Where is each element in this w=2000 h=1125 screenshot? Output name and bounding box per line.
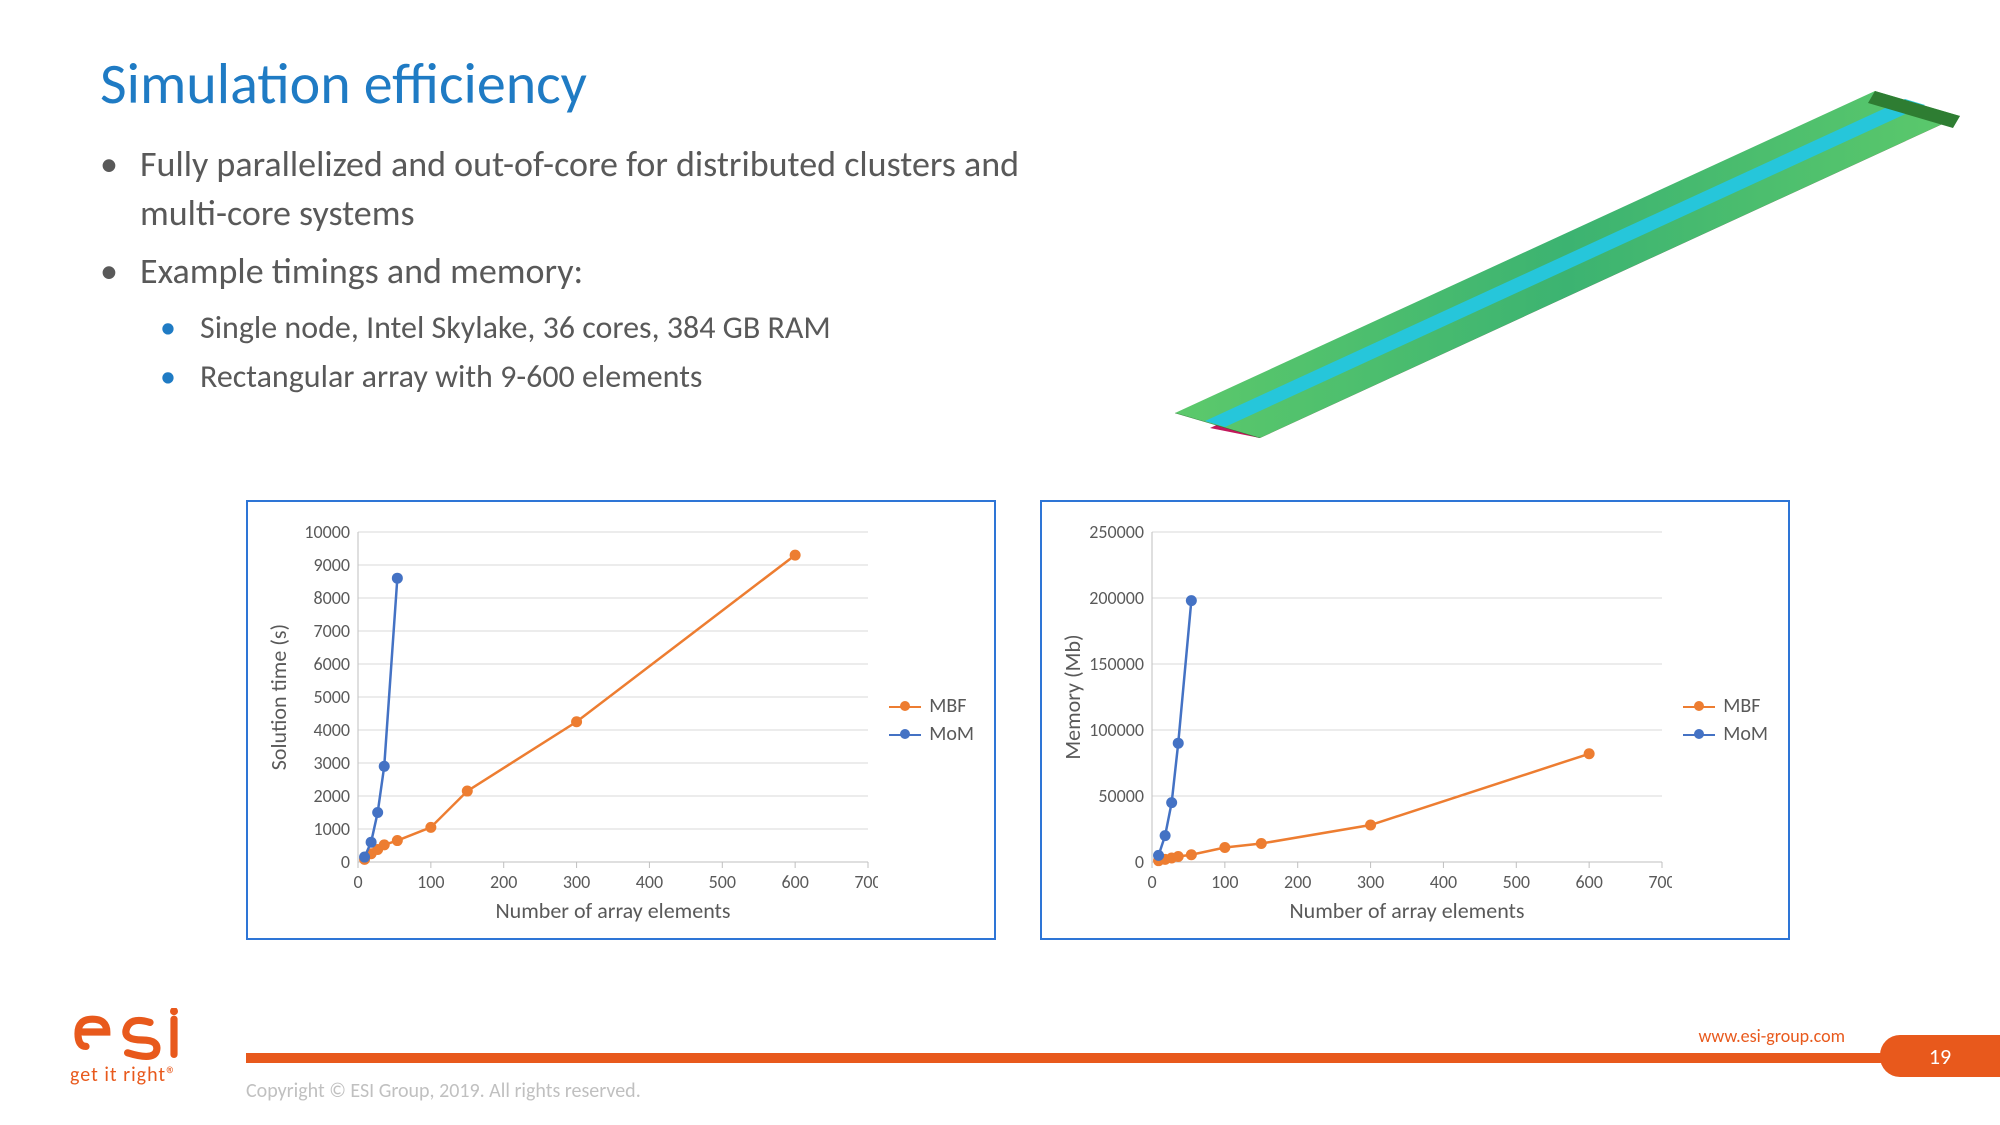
svg-text:Solution time (s): Solution time (s) — [265, 624, 292, 770]
footer-rule — [246, 1053, 1885, 1063]
esi-logo: get it right® — [70, 1008, 230, 1087]
svg-text:600: 600 — [781, 871, 808, 893]
svg-text:5000: 5000 — [314, 686, 351, 708]
svg-text:50000: 50000 — [1098, 785, 1144, 807]
svg-text:250000: 250000 — [1089, 521, 1144, 543]
page-number: 19 — [1880, 1035, 2000, 1077]
svg-text:400: 400 — [1430, 871, 1457, 893]
svg-text:Memory (Mb): Memory (Mb) — [1059, 634, 1086, 759]
svg-text:200: 200 — [1284, 871, 1311, 893]
legend-label: MBF — [1723, 694, 1760, 718]
svg-text:9000: 9000 — [314, 554, 351, 576]
svg-text:0: 0 — [1147, 871, 1156, 893]
svg-text:3000: 3000 — [314, 752, 351, 774]
svg-text:2000: 2000 — [314, 785, 351, 807]
svg-text:10000: 10000 — [304, 521, 350, 543]
chart-legend: MBF MoM — [1683, 690, 1768, 750]
svg-text:100: 100 — [417, 871, 444, 893]
svg-text:4000: 4000 — [314, 719, 351, 741]
solution-time-chart: 0100020003000400050006000700080009000100… — [246, 500, 996, 940]
bullet-list: Fully parallelized and out-of-core for d… — [100, 140, 1100, 404]
slide-title: Simulation efficiency — [100, 48, 587, 119]
bullet-item: Fully parallelized and out-of-core for d… — [100, 140, 1100, 237]
svg-text:200: 200 — [490, 871, 517, 893]
svg-text:400: 400 — [636, 871, 663, 893]
svg-text:300: 300 — [563, 871, 590, 893]
copyright-text: Copyright © ESI Group, 2019. All rights … — [246, 1079, 641, 1103]
svg-text:0: 0 — [1135, 851, 1144, 873]
svg-text:8000: 8000 — [314, 587, 351, 609]
svg-text:6000: 6000 — [314, 653, 351, 675]
svg-text:0: 0 — [353, 871, 362, 893]
logo-tagline: get it right® — [70, 1063, 230, 1087]
chart-legend: MBF MoM — [889, 690, 974, 750]
svg-text:150000: 150000 — [1089, 653, 1144, 675]
svg-text:600: 600 — [1575, 871, 1602, 893]
array-illustration — [1150, 58, 1970, 438]
svg-text:500: 500 — [1503, 871, 1530, 893]
svg-text:Number of array elements: Number of array elements — [1289, 897, 1524, 924]
svg-text:700: 700 — [1648, 871, 1672, 893]
svg-text:200000: 200000 — [1089, 587, 1144, 609]
bullet-subitem: Single node, Intel Skylake, 36 cores, 38… — [100, 306, 1100, 349]
svg-text:100: 100 — [1211, 871, 1238, 893]
svg-text:Number of array elements: Number of array elements — [495, 897, 730, 924]
svg-text:7000: 7000 — [314, 620, 351, 642]
footer-url: www.esi-group.com — [1698, 1025, 1845, 1047]
svg-text:0: 0 — [341, 851, 350, 873]
legend-label: MoM — [1723, 722, 1768, 746]
legend-label: MBF — [929, 694, 966, 718]
legend-label: MoM — [929, 722, 974, 746]
svg-text:100000: 100000 — [1089, 719, 1144, 741]
svg-text:500: 500 — [709, 871, 736, 893]
svg-text:1000: 1000 — [314, 818, 351, 840]
bullet-item: Example timings and memory: — [100, 247, 1100, 296]
memory-chart: 0 50000 100000 150000 200000 250000 0 100 200 300… — [1040, 500, 1790, 940]
svg-text:300: 300 — [1357, 871, 1384, 893]
svg-text:700: 700 — [854, 871, 878, 893]
bullet-subitem: Rectangular array with 9-600 elements — [100, 355, 1100, 398]
